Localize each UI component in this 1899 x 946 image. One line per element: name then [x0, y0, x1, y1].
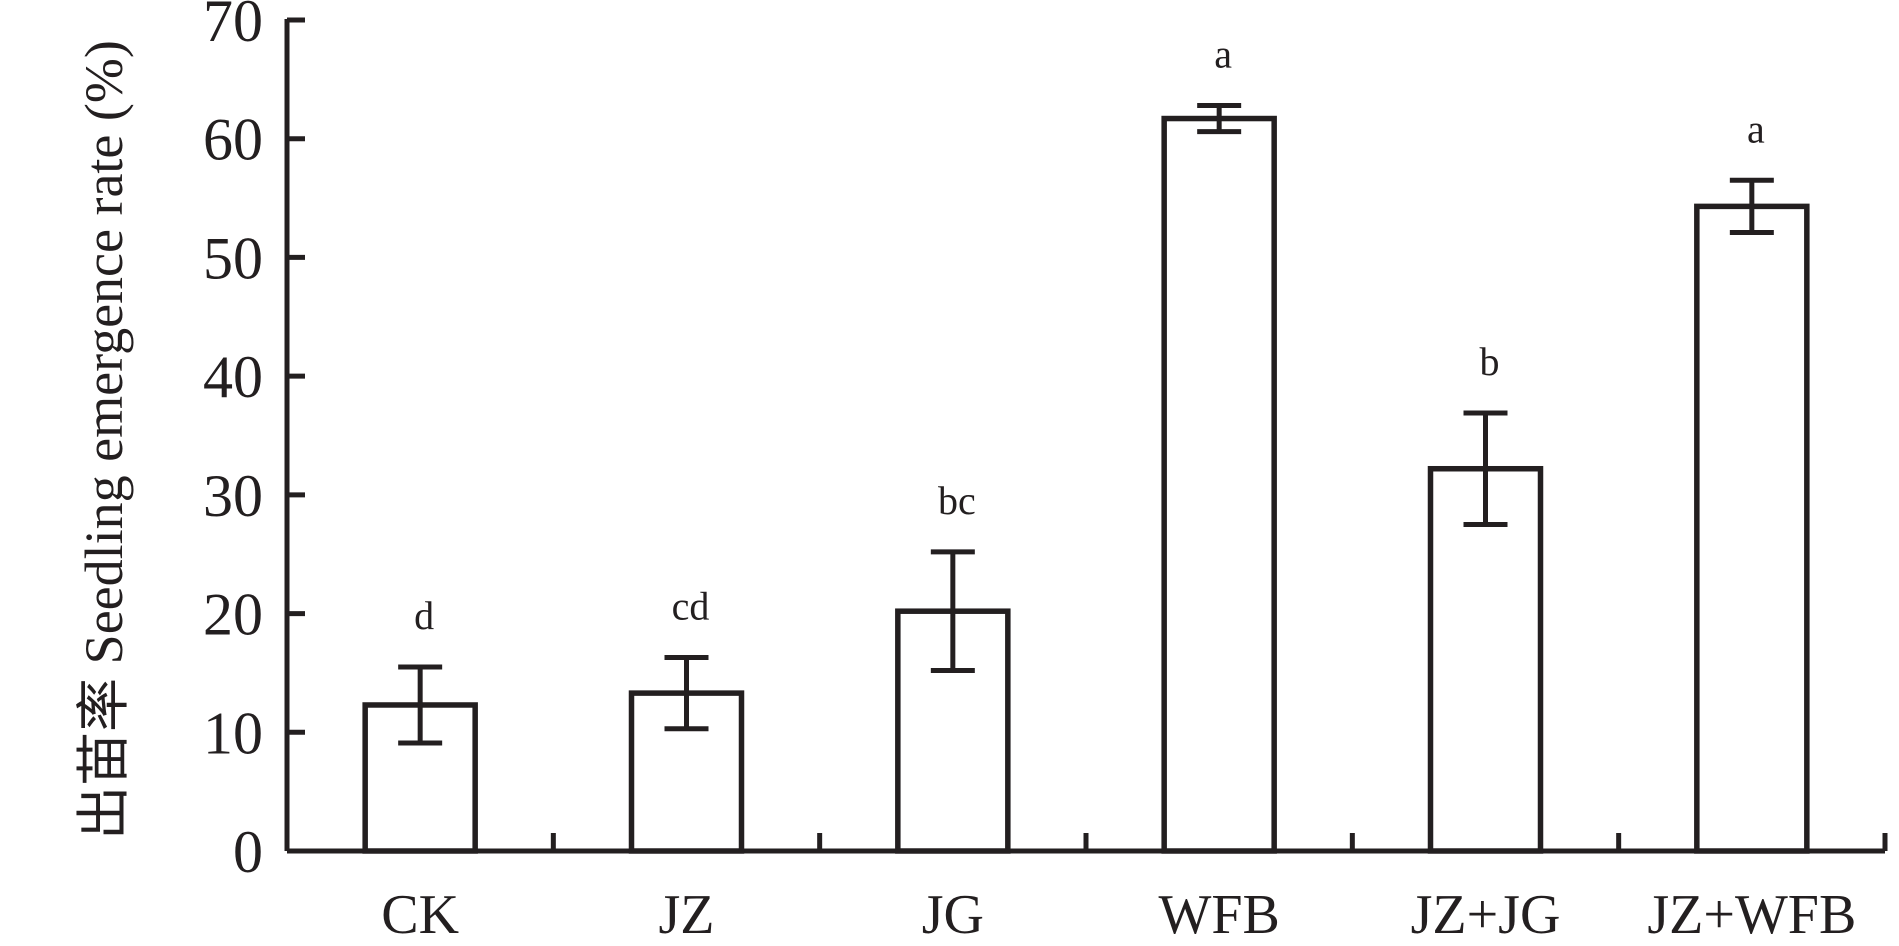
bars-group: [362, 102, 1810, 854]
x-tick-label-CK: CK: [381, 884, 459, 946]
significance-label-JZ: cd: [672, 583, 710, 628]
x-tick-label-JZ: JZ: [659, 884, 715, 946]
error-bar-CK: [398, 664, 443, 746]
significance-label-WFB: a: [1214, 31, 1232, 76]
labels-group: 0 10 20 30 40 50 60 70 d CK cd JZ bc JG a WFB b JZ+JG a JZ+…: [203, 0, 1856, 946]
y-tick-label-50: 50: [203, 225, 263, 291]
y-tick-label-20: 20: [203, 582, 263, 648]
error-bar-JZ+JG: [1463, 410, 1508, 528]
axes: [284, 17, 1888, 854]
bar-JG: [895, 608, 1011, 854]
x-tick-label-JG: JG: [922, 884, 984, 946]
significance-label-JZ+JG: b: [1480, 339, 1500, 384]
y-axis-label-group: 出苗率 Seedling emergence rate (%): [74, 40, 134, 840]
y-tick-label-70: 70: [203, 0, 263, 54]
x-tick-label-JZ+JG: JZ+JG: [1411, 884, 1561, 946]
significance-label-JZ+WFB: a: [1747, 106, 1765, 151]
x-tick-label-WFB: WFB: [1158, 884, 1279, 946]
y-tick-label-60: 60: [203, 107, 263, 173]
y-tick-label-30: 30: [203, 463, 263, 529]
error-bar-JZ+WFB: [1729, 177, 1774, 235]
bar-JZ+WFB: [1694, 203, 1810, 854]
significance-label-CK: d: [414, 593, 434, 638]
bar-WFB: [1161, 115, 1277, 854]
y-tick-label-10: 10: [203, 700, 263, 766]
significance-label-JG: bc: [938, 478, 976, 523]
y-axis-label: 出苗率 Seedling emergence rate (%): [74, 40, 134, 840]
error-bar-JZ: [664, 654, 709, 732]
x-tick-label-JZ+WFB: JZ+WFB: [1647, 884, 1856, 946]
error-bar-JG: [930, 549, 975, 674]
y-tick-label-40: 40: [203, 344, 263, 410]
error-bar-WFB: [1197, 102, 1242, 135]
bar-CK: [362, 702, 478, 854]
y-tick-label-0: 0: [233, 819, 263, 885]
